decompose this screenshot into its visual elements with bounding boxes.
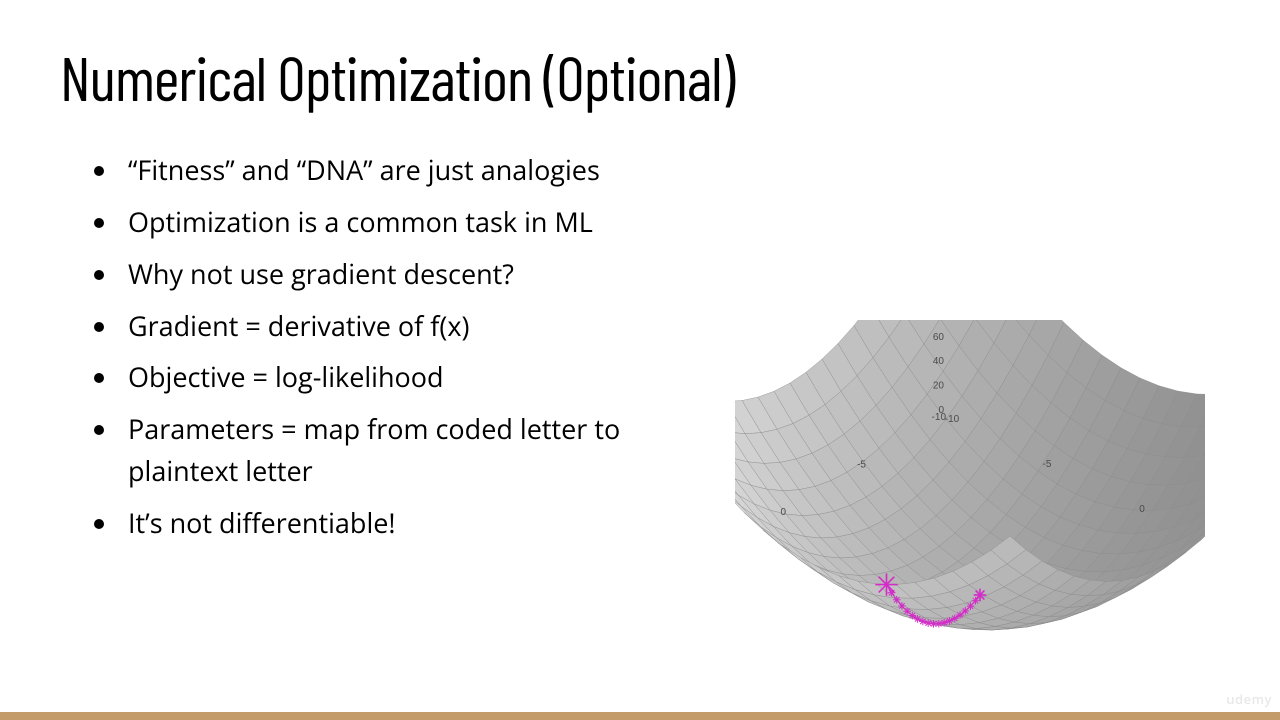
svg-text:60: 60 [933,332,945,343]
bullet-list: “Fitness” and “DNA” are just analogies O… [60,149,700,554]
bullet-item: “Fitness” and “DNA” are just analogies [120,149,700,191]
svg-text:20: 20 [933,381,945,392]
svg-text:-5: -5 [857,460,866,471]
slide-container: Numerical Optimization (Optional) “Fitne… [0,0,1280,720]
bullet-item: Gradient = derivative of f(x) [120,305,700,347]
bullet-item: It’s not differentiable! [120,502,700,544]
svg-text:0: 0 [780,507,786,518]
watermark-text: udemy [1226,690,1272,708]
bullet-item: Optimization is a common task in ML [120,201,700,243]
bullet-item: Objective = log-likelihood [120,356,700,398]
svg-text:-10: -10 [945,414,960,425]
svg-text:40: 40 [933,356,945,367]
bullet-item: Why not use gradient descent? [120,253,700,295]
surface-plot-3d: 020406080100120140160180200-10-50510-10-… [735,320,1205,660]
svg-text:0: 0 [1139,504,1145,515]
bullet-item: Parameters = map from coded letter to pl… [120,408,700,492]
surface-plot-svg: 020406080100120140160180200-10-50510-10-… [735,320,1205,660]
bottom-accent-bar [0,712,1280,720]
slide-title: Numerical Optimization (Optional) [60,40,1220,114]
svg-text:-5: -5 [1043,459,1052,470]
